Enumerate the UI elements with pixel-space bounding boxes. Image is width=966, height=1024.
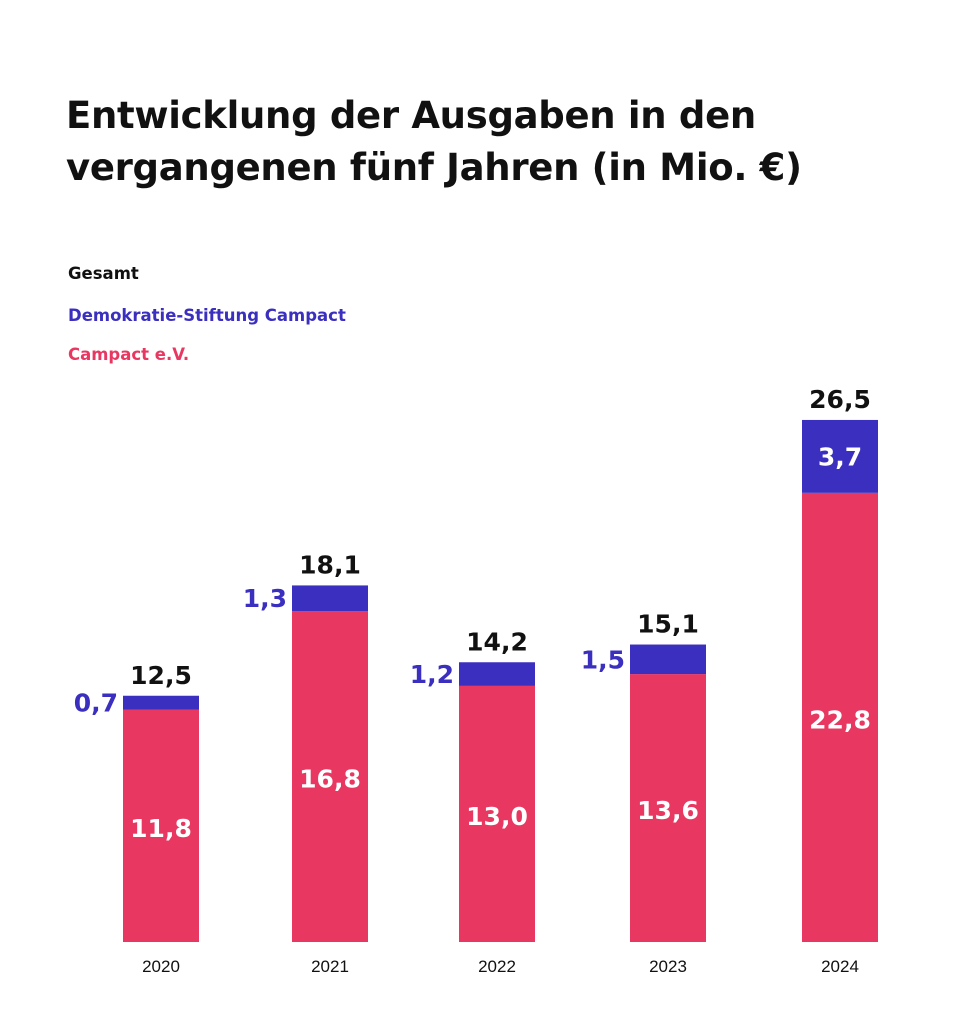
title-line-1: Entwicklung der Ausgaben in den — [66, 94, 756, 137]
label-total-2021: 18,1 — [299, 550, 361, 579]
label-total-2022: 14,2 — [466, 627, 528, 656]
label-campact-ev-2024: 22,8 — [809, 705, 871, 734]
bar-campact-ev-2021 — [292, 611, 368, 942]
legend-item-campact-ev: Campact e.V. — [68, 345, 190, 364]
label-total-2024: 26,5 — [809, 385, 871, 414]
bar-stiftung-2020 — [123, 695, 199, 710]
label-total-2020: 12,5 — [130, 661, 192, 690]
x-tick-label-2022: 2022 — [478, 957, 516, 976]
x-tick-label-2023: 2023 — [649, 957, 687, 976]
bar-campact-ev-2020 — [123, 709, 199, 942]
label-stiftung-2020: 0,7 — [74, 689, 118, 718]
legend-item-stiftung: Demokratie-Stiftung Campact — [68, 306, 346, 325]
label-campact-ev-2023: 13,6 — [637, 796, 699, 825]
title-line-2: vergangenen fünf Jahren (in Mio. €) — [66, 146, 802, 189]
bar-stiftung-2024 — [802, 419, 878, 493]
label-campact-ev-2022: 13,0 — [466, 802, 528, 831]
legend-item-gesamt: Gesamt — [68, 264, 139, 283]
bar-campact-ev-2022 — [459, 685, 535, 942]
label-campact-ev-2020: 11,8 — [130, 814, 192, 843]
bar-campact-ev-2024 — [802, 492, 878, 942]
bar-campact-ev-2023 — [630, 674, 706, 942]
x-tick-label-2024: 2024 — [821, 957, 859, 976]
x-tick-label-2020: 2020 — [142, 957, 180, 976]
label-total-2023: 15,1 — [637, 610, 699, 639]
label-stiftung-2021: 1,3 — [243, 584, 287, 613]
bar-stiftung-2023 — [630, 644, 706, 675]
label-campact-ev-2021: 16,8 — [299, 765, 361, 794]
bar-stiftung-2022 — [459, 662, 535, 686]
bar-stiftung-2021 — [292, 585, 368, 612]
label-stiftung-2024: 3,7 — [818, 442, 862, 471]
label-stiftung-2022: 1,2 — [410, 660, 454, 689]
chart-title: Entwicklung der Ausgaben in den vergange… — [66, 90, 926, 194]
x-tick-label-2021: 2021 — [311, 957, 349, 976]
label-stiftung-2023: 1,5 — [581, 645, 625, 674]
